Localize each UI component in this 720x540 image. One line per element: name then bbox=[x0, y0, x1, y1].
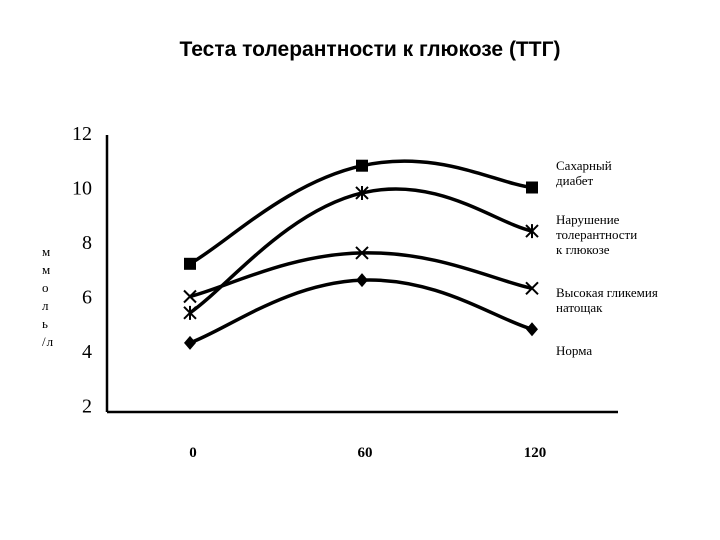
legend-label: к глюкозе bbox=[556, 242, 610, 257]
legend-label: толерантности bbox=[556, 227, 637, 242]
y-tick-label: 6 bbox=[82, 287, 92, 309]
y-axis-label: ь bbox=[42, 316, 49, 331]
series-group bbox=[184, 273, 538, 350]
y-tick-label: 8 bbox=[82, 232, 92, 254]
y-axis-label: м bbox=[42, 244, 51, 259]
series-line bbox=[189, 159, 533, 266]
y-tick-label: 12 bbox=[72, 123, 92, 145]
y-tick-label: 2 bbox=[82, 396, 92, 418]
chart-title: Теста толерантности к глюкозе (ТТГ) bbox=[179, 38, 561, 61]
diamond-marker bbox=[184, 335, 196, 350]
y-axis-label: о bbox=[42, 280, 50, 295]
x-tick-label: 60 bbox=[358, 445, 373, 461]
asterisk-marker bbox=[525, 224, 539, 239]
x-tick-label: 120 bbox=[524, 445, 547, 461]
y-tick-label: 10 bbox=[72, 178, 92, 200]
square-marker bbox=[526, 181, 538, 194]
series-group bbox=[184, 159, 538, 270]
legend-label: диабет bbox=[556, 173, 594, 188]
legend-label: Нарушение bbox=[556, 212, 620, 227]
legend-label: Норма bbox=[556, 343, 592, 358]
legend-label: Высокая гликемия bbox=[556, 285, 658, 300]
x-marker bbox=[355, 246, 369, 260]
asterisk-marker bbox=[355, 185, 369, 200]
chart-series bbox=[183, 159, 539, 350]
asterisk-marker bbox=[183, 305, 197, 320]
series-group bbox=[183, 185, 539, 320]
diamond-marker bbox=[526, 322, 538, 337]
square-marker bbox=[356, 159, 368, 172]
y-tick-label: 4 bbox=[82, 341, 92, 363]
x-marker bbox=[183, 289, 197, 304]
x-marker bbox=[525, 281, 539, 296]
series-line bbox=[189, 278, 533, 345]
x-tick-label: 0 bbox=[189, 445, 197, 461]
y-axis-label: л bbox=[42, 298, 50, 313]
legend-label: натощак bbox=[556, 300, 603, 315]
y-axis-label: /л bbox=[42, 334, 54, 349]
legend-label: Сахарный bbox=[556, 158, 612, 173]
series-group bbox=[183, 246, 539, 304]
y-axis-label: м bbox=[42, 262, 51, 277]
diamond-marker bbox=[356, 273, 368, 288]
square-marker bbox=[184, 257, 196, 270]
